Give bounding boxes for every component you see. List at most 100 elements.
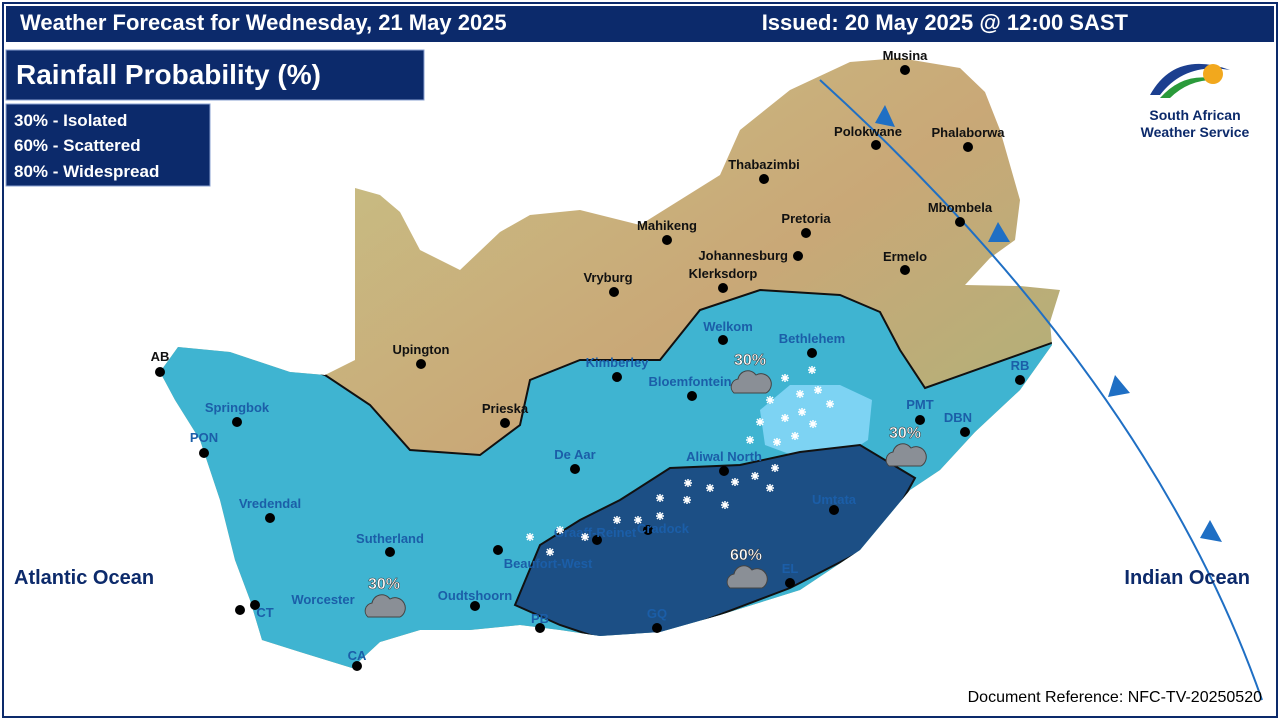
town-dot [662,235,672,245]
town-dot [829,505,839,515]
town-dot [235,605,245,615]
town-label: Kimberley [586,355,650,370]
footer: Document Reference: NFC-TV-20250520 [968,689,1262,706]
town-dot [609,287,619,297]
town-dot [915,415,925,425]
snow-icon [613,516,621,524]
header-bar [6,6,1274,42]
town-dot [535,623,545,633]
snow-icon [746,436,754,444]
town-dot [801,228,811,238]
snow-icon [809,420,817,428]
town-label: EL [782,561,799,576]
town-label: Polokwane [834,124,902,139]
town-label: DBN [944,410,972,425]
logo-text: South African [1149,107,1240,123]
header-issued: Issued: 20 May 2025 @ 12:00 SAST [762,10,1129,35]
town-label: Oudtshoorn [438,588,512,603]
town-label: Bethlehem [779,331,845,346]
town-dot [470,601,480,611]
town-label: PON [190,430,218,445]
town-label: Mahikeng [637,218,697,233]
probability-label: 30% [368,576,400,593]
town-label: Graaff-Reinet [554,525,637,540]
town-label: Umtata [812,492,857,507]
town-dot [871,140,881,150]
town-label: Worcester [291,592,354,607]
town-dot [612,372,622,382]
town-label: Sutherland [356,531,424,546]
snow-icon [731,478,739,486]
town-label: Thabazimbi [728,157,800,172]
town-label: Aliwal North [686,449,762,464]
probability-labels: 30% 30% 30% 60% [364,352,927,618]
town-dot [265,513,275,523]
snow-icon [766,484,774,492]
town-dot [718,283,728,293]
town-label: PMT [906,397,934,412]
ocean-label: Atlantic Ocean [14,567,154,589]
snow-icon [798,408,806,416]
snow-icon [781,414,789,422]
probability-label: 30% [734,352,766,369]
town-label: Cradock [637,521,690,536]
town-label: Phalaborwa [932,125,1006,140]
snow-icon [814,386,822,394]
snow-icon [556,526,564,534]
probability-label: 30% [889,425,921,442]
town-label: De Aar [554,447,595,462]
town-dot [793,251,803,261]
town-dot [652,623,662,633]
snow-icon [706,484,714,492]
town-dot [570,464,580,474]
town-dot [493,545,503,555]
town-label: Springbok [205,400,270,415]
header-title: Weather Forecast for Wednesday, 21 May 2… [20,10,507,35]
town-dot [416,359,426,369]
town-label: Musina [883,48,929,63]
rain-cloud-icon [364,594,406,618]
town-dot [785,578,795,588]
town-label: Welkom [703,319,753,334]
legend-item: 60% - Scattered [14,136,141,155]
snow-icon [791,432,799,440]
panel-title: Rainfall Probability (%) [16,59,321,90]
town-dot [900,65,910,75]
town-dot [232,417,242,427]
town-dot [960,427,970,437]
logo: South African Weather Service [1141,63,1250,140]
town-label: Mbombela [928,200,993,215]
snow-icon [546,548,554,556]
town-label: Vryburg [583,270,632,285]
snow-icon [773,438,781,446]
snow-icon [771,464,779,472]
town-dot [592,535,602,545]
town-dot [385,547,395,557]
snow-icon [656,494,664,502]
rain-cloud-icon [726,565,768,589]
town-label: Prieska [482,401,529,416]
town-label: Vredendal [239,496,301,511]
town-dot [500,418,510,428]
town-label: RB [1011,358,1030,373]
snow-icon [684,479,692,487]
snow-icon [796,390,804,398]
town-dot [643,525,653,535]
rain-cloud-icon [730,370,772,394]
track [819,79,1263,701]
town-label: Pretoria [781,211,831,226]
snow-icon [808,366,816,374]
town-dot [955,217,965,227]
legend-box [5,103,211,187]
snow-icon [781,374,789,382]
town-dot [155,367,165,377]
legend-item: 30% - Isolated [14,111,127,130]
logo-text: Weather Service [1141,124,1250,140]
town-label: Johannesburg [698,248,788,263]
town-label: PB [531,611,549,626]
rain-cloud-icon [885,443,927,467]
snow-icon [581,533,589,541]
town-dot [807,348,817,358]
